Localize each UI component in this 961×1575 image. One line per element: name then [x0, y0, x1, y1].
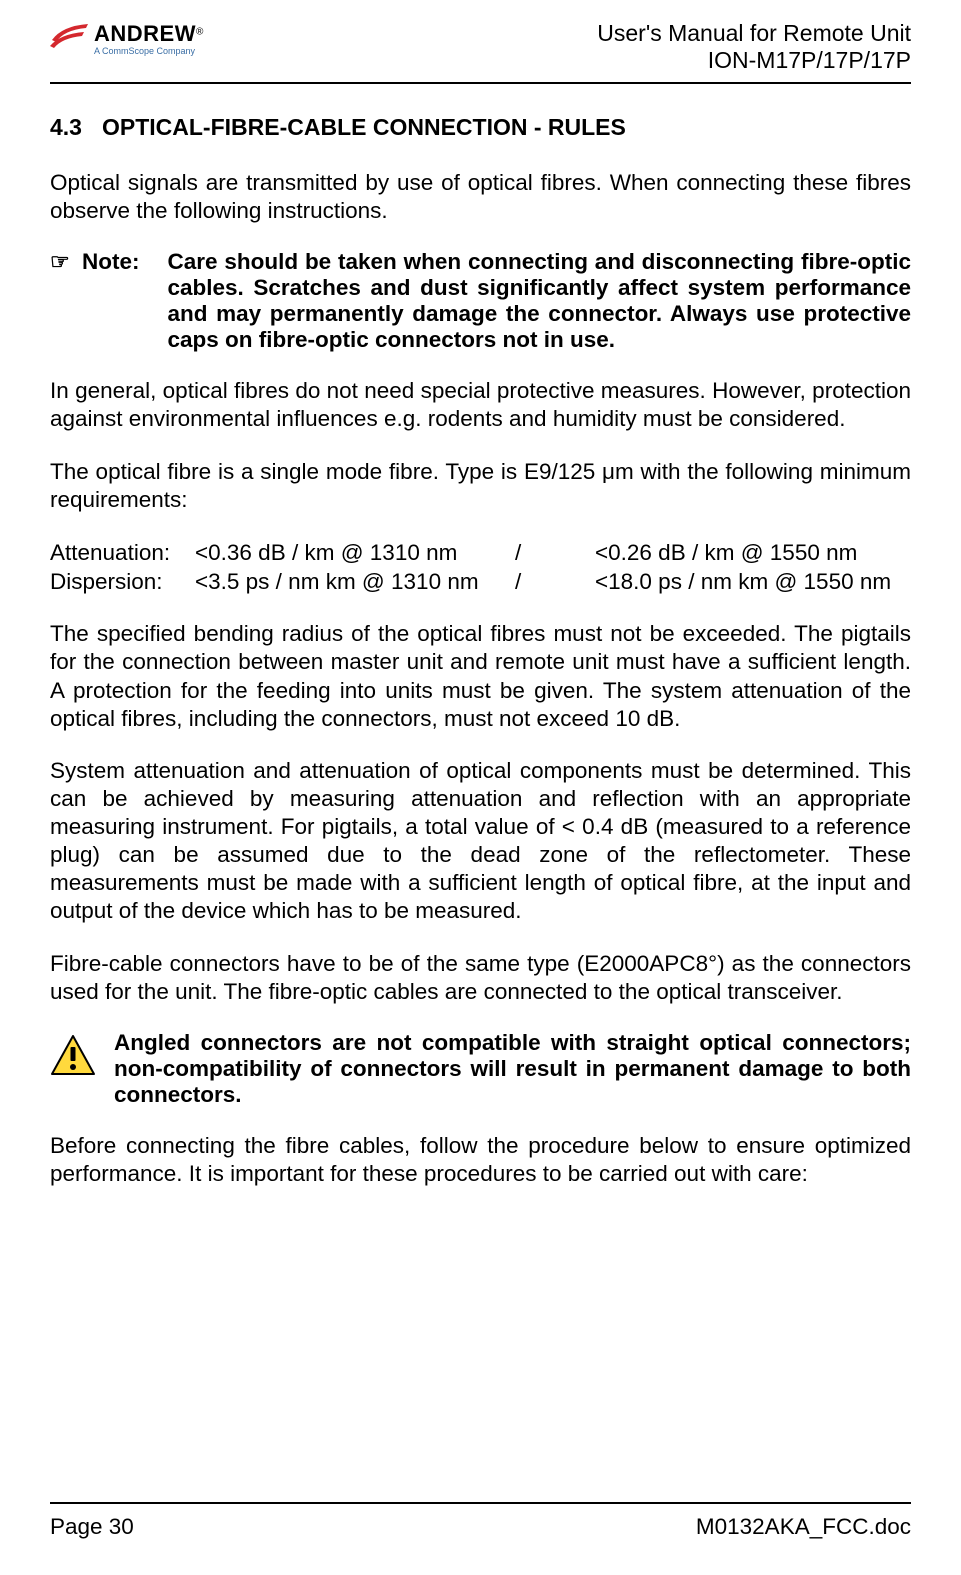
logo-subtitle: A CommScope Company [94, 46, 203, 56]
paragraph-3: The specified bending radius of the opti… [50, 620, 911, 733]
page-number: Page 30 [50, 1514, 134, 1540]
paragraph-2: The optical fibre is a single mode fibre… [50, 458, 911, 514]
logo-block: ANDREW® A CommScope Company [50, 20, 203, 56]
logo-reg: ® [196, 27, 203, 38]
warning-text: Angled connectors are not compatible wit… [114, 1030, 911, 1108]
spec-row-dispersion: Dispersion: <3.5 ps / nm km @ 1310 nm / … [50, 567, 911, 596]
spec-value: <3.5 ps / nm km @ 1310 nm [195, 567, 515, 596]
header-title: User's Manual for Remote Unit ION-M17P/1… [597, 20, 911, 74]
spec-value: <0.26 dB / km @ 1550 nm [595, 538, 857, 567]
note-block: ☞ Note: Care should be taken when connec… [50, 249, 911, 353]
brand-logo: ANDREW® [50, 20, 203, 48]
section-title: OPTICAL-FIBRE-CABLE CONNECTION - RULES [102, 114, 626, 140]
logo-text: ANDREW [94, 21, 196, 46]
paragraph-4: System attenuation and attenuation of op… [50, 757, 911, 926]
swoosh-icon [50, 20, 90, 48]
page-header: ANDREW® A CommScope Company User's Manua… [50, 20, 911, 84]
spec-separator: / [515, 538, 595, 567]
paragraph-6: Before connecting the fibre cables, foll… [50, 1132, 911, 1188]
spec-value: <18.0 ps / nm km @ 1550 nm [595, 567, 891, 596]
spec-label: Attenuation: [50, 538, 195, 567]
note-label: ☞ Note: [50, 249, 168, 353]
paragraph-5: Fibre-cable connectors have to be of the… [50, 950, 911, 1006]
specs-table: Attenuation: <0.36 dB / km @ 1310 nm / <… [50, 538, 911, 597]
doc-title-line2: ION-M17P/17P/17P [597, 47, 911, 74]
warning-block: Angled connectors are not compatible wit… [50, 1030, 911, 1108]
note-text: Care should be taken when connecting and… [168, 249, 912, 353]
doc-title-line1: User's Manual for Remote Unit [597, 20, 911, 47]
section-heading: 4.3 OPTICAL-FIBRE-CABLE CONNECTION - RULE… [50, 114, 911, 141]
paragraph-1: In general, optical fibres do not need s… [50, 377, 911, 433]
warning-triangle-icon [50, 1034, 96, 1076]
spec-value: <0.36 dB / km @ 1310 nm [195, 538, 515, 567]
section-number: 4.3 [50, 114, 82, 141]
spec-row-attenuation: Attenuation: <0.36 dB / km @ 1310 nm / <… [50, 538, 911, 567]
pointing-hand-icon: ☞ [50, 249, 70, 274]
doc-filename: M0132AKA_FCC.doc [696, 1514, 911, 1540]
note-label-text: Note: [82, 249, 140, 274]
spec-label: Dispersion: [50, 567, 195, 596]
intro-paragraph: Optical signals are transmitted by use o… [50, 169, 911, 225]
page-footer: Page 30 M0132AKA_FCC.doc [50, 1502, 911, 1540]
spec-separator: / [515, 567, 595, 596]
